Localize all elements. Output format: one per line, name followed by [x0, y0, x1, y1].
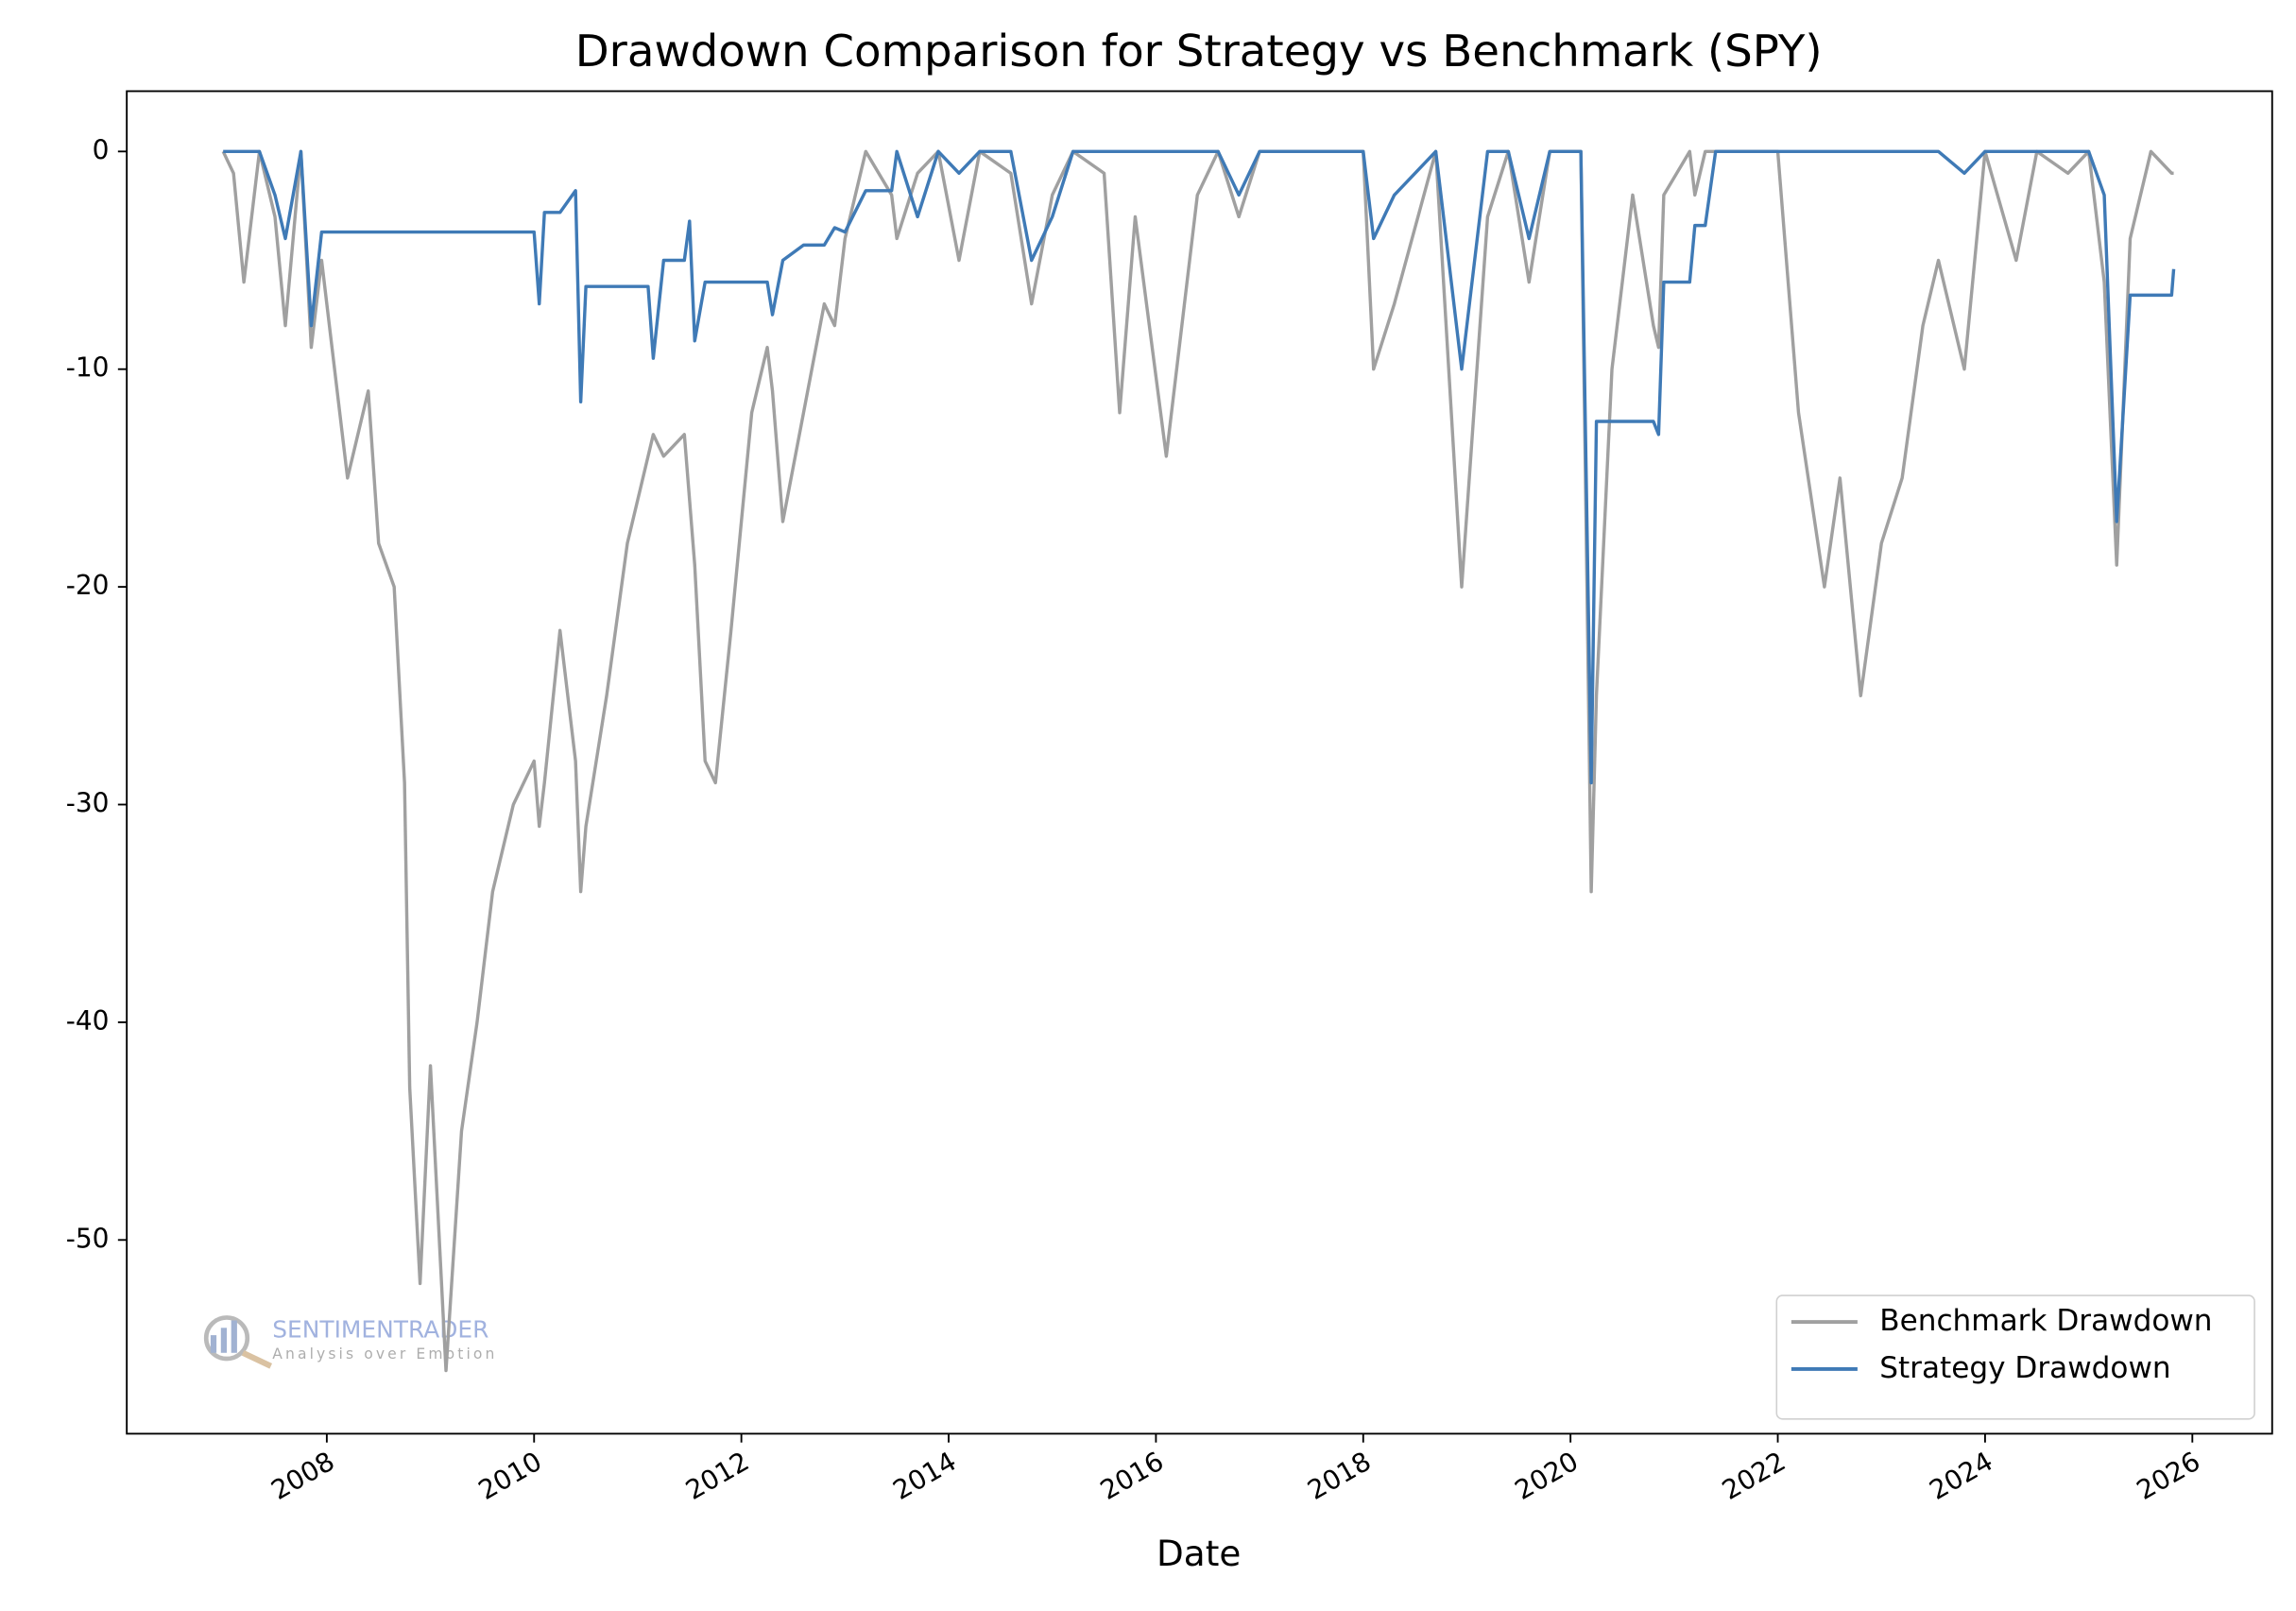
- watermark-icon: [203, 1315, 250, 1362]
- watermark-icon: [220, 1328, 227, 1353]
- y-tick-label: -20: [66, 570, 110, 601]
- y-tick-label: -10: [66, 352, 110, 384]
- watermark-tagline: Analysis over Emotion: [272, 1345, 497, 1362]
- y-tick-label: -50: [66, 1223, 110, 1254]
- watermark-icon: [241, 1349, 273, 1369]
- series-line: [223, 149, 2176, 785]
- watermark-brand: SENTIMENTRADER: [272, 1315, 488, 1343]
- y-tick-label: -40: [66, 1005, 110, 1037]
- series-line: [221, 149, 2174, 1373]
- watermark: SENTIMENTRADER Analysis over Emotion: [203, 1315, 497, 1369]
- legend: Benchmark Drawdown Strategy Drawdown: [1775, 1294, 2255, 1420]
- legend-box: [1775, 1294, 2255, 1420]
- legend-label: Strategy Drawdown: [1879, 1351, 2170, 1385]
- watermark-icon: [210, 1335, 217, 1353]
- y-tick-label: 0: [93, 134, 110, 165]
- plot-frame: [126, 90, 2273, 1435]
- x-axis-label: Date: [1157, 1533, 1241, 1574]
- watermark-icon: [231, 1320, 237, 1353]
- y-tick-label: -30: [66, 788, 110, 819]
- chart-title: Drawdown Comparison for Strategy vs Benc…: [575, 26, 1823, 77]
- legend-label: Benchmark Drawdown: [1879, 1304, 2212, 1338]
